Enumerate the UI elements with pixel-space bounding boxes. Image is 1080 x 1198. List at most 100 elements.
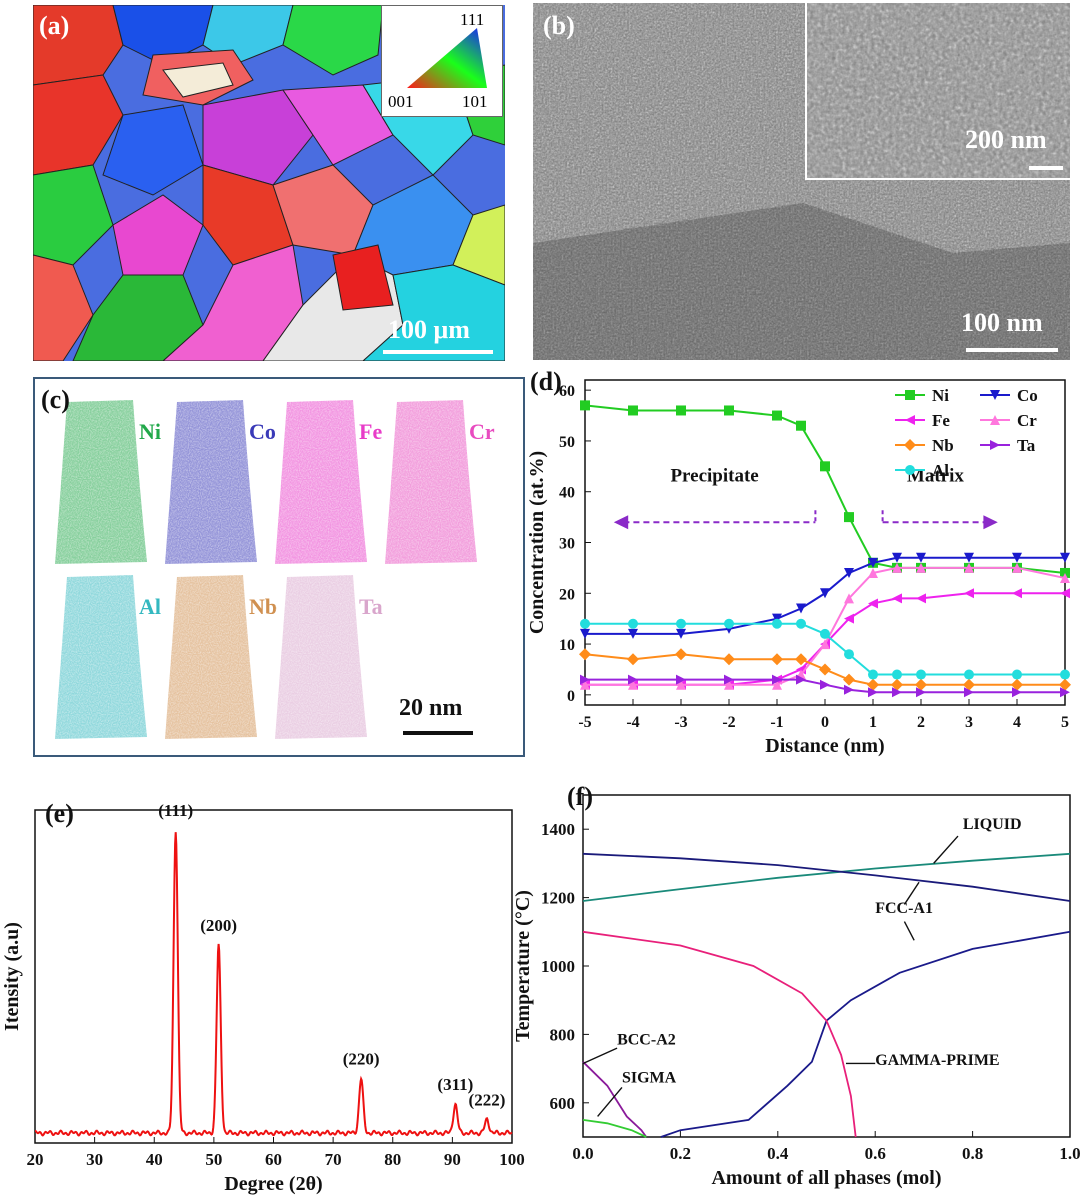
y-tick-label: 1400 bbox=[541, 820, 575, 839]
data-point bbox=[1011, 678, 1023, 691]
data-point bbox=[905, 465, 915, 475]
peak-label: (200) bbox=[200, 916, 237, 935]
data-point bbox=[868, 567, 878, 578]
phase-line bbox=[582, 852, 1071, 902]
data-point bbox=[820, 628, 830, 639]
legend: Ni Co Fe Cr Nb Ta Al bbox=[895, 386, 1038, 480]
data-point bbox=[820, 639, 830, 650]
data-point bbox=[844, 593, 854, 604]
x-tick-label: -3 bbox=[674, 714, 687, 731]
data-point bbox=[819, 663, 831, 676]
apt-label-ta: Ta bbox=[359, 594, 383, 619]
apt-map-ni: Ni bbox=[55, 400, 161, 564]
data-point bbox=[628, 679, 638, 690]
series-line-ni bbox=[584, 404, 1066, 574]
data-point bbox=[843, 673, 855, 686]
panel-a-ebsd-map: (a) 111 001 101 100 μm bbox=[33, 5, 505, 361]
data-point bbox=[1059, 678, 1071, 691]
x-tick-label: 70 bbox=[325, 1150, 342, 1169]
data-point bbox=[676, 674, 686, 685]
data-point bbox=[676, 405, 686, 416]
x-tick-label: -4 bbox=[626, 714, 639, 731]
data-point bbox=[990, 415, 1000, 425]
panel-b-tem-image: 200 nm (b) 100 nm bbox=[533, 3, 1070, 360]
y-tick-label: 20 bbox=[559, 586, 575, 603]
data-point bbox=[1060, 687, 1070, 698]
data-point bbox=[844, 613, 854, 624]
x-tick-label: 60 bbox=[265, 1150, 282, 1169]
apt-map-nb: Nb bbox=[165, 575, 277, 739]
y-axis-label: Concentration (at.%) bbox=[526, 451, 548, 634]
x-tick-label: 100 bbox=[499, 1150, 525, 1169]
x-tick-label: -5 bbox=[578, 714, 591, 731]
data-point bbox=[891, 678, 903, 691]
data-point bbox=[844, 649, 854, 660]
peak-label: (222) bbox=[469, 1090, 506, 1109]
data-point bbox=[1012, 562, 1022, 573]
data-point bbox=[844, 512, 854, 523]
series-cr bbox=[580, 562, 1070, 690]
panel-f-label: (f) bbox=[567, 782, 593, 811]
apt-label-ni: Ni bbox=[139, 419, 161, 444]
apt-map-co: Co bbox=[165, 400, 276, 564]
data-point bbox=[964, 562, 974, 573]
panel-b-scale-text: 100 nm bbox=[961, 308, 1043, 337]
x-tick-label: 90 bbox=[444, 1150, 461, 1169]
phase-line bbox=[660, 930, 1071, 1138]
data-point bbox=[1060, 573, 1070, 584]
data-point bbox=[1060, 669, 1070, 680]
series-ni bbox=[580, 400, 1070, 578]
x-tick-label: 0.4 bbox=[767, 1144, 789, 1163]
ipf-111: 111 bbox=[460, 10, 485, 29]
x-tick-label: 20 bbox=[27, 1150, 44, 1169]
y-tick-label: 1200 bbox=[541, 889, 575, 908]
y-tick-label: 10 bbox=[559, 637, 575, 654]
data-point bbox=[916, 669, 926, 680]
inset-scale-bar bbox=[1029, 166, 1063, 170]
data-point bbox=[772, 613, 782, 624]
data-point bbox=[868, 669, 878, 680]
x-tick-label: -2 bbox=[722, 714, 735, 731]
phase-chart: 0.0 0.2 0.4 0.6 0.8 1.0 600 800 1000 1200 1400 Amou… bbox=[515, 794, 1080, 1189]
legend-label-co: Co bbox=[1017, 386, 1038, 405]
data-point bbox=[628, 405, 638, 416]
tem-inset: 200 nm bbox=[805, 3, 1070, 180]
phase-label: GAMMA-PRIME bbox=[875, 1052, 999, 1069]
x-tick-label: 50 bbox=[205, 1150, 222, 1169]
series-line-cr bbox=[585, 566, 1066, 686]
ipf-triangle bbox=[407, 28, 487, 88]
data-point bbox=[628, 674, 638, 685]
phase-label: FCC-A1 bbox=[875, 900, 933, 917]
ipf-101: 101 bbox=[462, 92, 488, 111]
x-tick-label: 0 bbox=[821, 714, 829, 731]
x-tick-label: 0.8 bbox=[962, 1144, 983, 1163]
data-point bbox=[990, 440, 1000, 450]
data-point bbox=[628, 618, 638, 629]
data-point bbox=[1012, 588, 1022, 599]
data-point bbox=[892, 669, 902, 680]
apt-svg: Ni Co Fe Cr Al Nb Ta bbox=[55, 400, 495, 739]
x-tick-label: 1 bbox=[869, 714, 877, 731]
data-point bbox=[724, 405, 734, 416]
x-tick-label: -1 bbox=[770, 714, 783, 731]
series-nb bbox=[579, 648, 1071, 691]
data-point bbox=[892, 552, 902, 563]
data-point bbox=[796, 674, 806, 685]
series-ta bbox=[580, 674, 1070, 698]
y-tick-label: 0 bbox=[567, 688, 575, 705]
x-tick-label: 0.2 bbox=[670, 1144, 691, 1163]
phase-label: SIGMA bbox=[622, 1069, 677, 1086]
peak-label: (311) bbox=[437, 1075, 473, 1094]
xrd-line bbox=[34, 832, 513, 1137]
data-point bbox=[844, 567, 854, 578]
data-point bbox=[905, 415, 915, 425]
data-point bbox=[1060, 552, 1070, 563]
data-point bbox=[915, 678, 927, 691]
data-point bbox=[964, 669, 974, 680]
data-point bbox=[795, 653, 807, 666]
phase-arrow bbox=[933, 835, 959, 864]
y-axis-label: Temperature (°C) bbox=[515, 890, 534, 1042]
apt-label-nb: Nb bbox=[249, 594, 277, 619]
data-point bbox=[627, 653, 639, 666]
phase-arrow bbox=[903, 921, 915, 941]
